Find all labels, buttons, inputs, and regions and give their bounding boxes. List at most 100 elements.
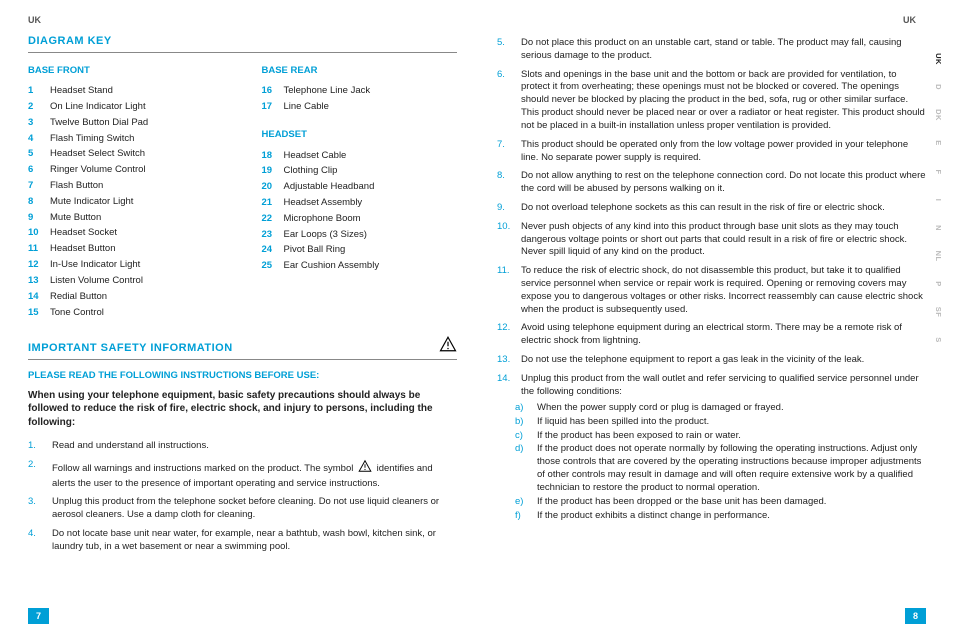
safety-subitem-letter: a) xyxy=(515,402,529,415)
safety-item: 5.Do not place this product on an unstab… xyxy=(497,34,926,66)
key-row: 18Headset Cable xyxy=(262,148,458,164)
language-tab[interactable]: UK xyxy=(933,51,943,67)
safety-item-text: To reduce the risk of electric shock, do… xyxy=(521,265,926,316)
key-row: 10Headset Socket xyxy=(28,226,224,242)
warning-icon xyxy=(439,335,457,358)
key-label: Clothing Clip xyxy=(284,165,338,178)
safety-item-text: Do not place this product on an unstable… xyxy=(521,37,926,63)
safety-intro: When using your telephone equipment, bas… xyxy=(28,389,457,430)
language-tab[interactable]: S xyxy=(933,332,943,348)
safety-subitem-letter: e) xyxy=(515,496,529,509)
key-row: 17Line Cable xyxy=(262,99,458,115)
key-label: Headset Assembly xyxy=(284,197,363,210)
safety-item-text: Do not overload telephone sockets as thi… xyxy=(521,202,926,215)
key-number: 5 xyxy=(28,148,42,161)
key-column-2: BASE REAR16Telephone Line Jack17Line Cab… xyxy=(262,63,458,321)
safety-subitem-letter: b) xyxy=(515,416,529,429)
key-label: Headset Button xyxy=(50,243,116,256)
safety-subitem-text: If the product does not operate normally… xyxy=(537,443,926,494)
safety-item-text: Unplug this product from the wall outlet… xyxy=(521,373,926,399)
safety-item: 2.Follow all warnings and instructions m… xyxy=(28,456,457,494)
language-tab[interactable]: N xyxy=(933,220,943,236)
key-row: 14Redial Button xyxy=(28,289,224,305)
safety-item-number: 10. xyxy=(497,221,513,259)
language-tab[interactable]: DK xyxy=(933,107,943,123)
key-label: Flash Timing Switch xyxy=(50,133,134,146)
key-number: 15 xyxy=(28,307,42,320)
safety-subitem: a) When the power supply cord or plug is … xyxy=(497,402,926,416)
safety-item-number: 1. xyxy=(28,440,44,453)
key-row: 22 Microphone Boom xyxy=(262,211,458,227)
key-row: 15 Tone Control xyxy=(28,305,224,321)
key-number: 21 xyxy=(262,197,276,210)
language-tab[interactable]: E xyxy=(933,135,943,151)
key-label: Mute Button xyxy=(50,212,101,225)
safety-item-text: Do not use the telephone equipment to re… xyxy=(521,354,926,367)
safety-item-text: Never push objects of any kind into this… xyxy=(521,221,926,259)
safety-item-text: Slots and openings in the base unit and … xyxy=(521,69,926,133)
key-label: Flash Button xyxy=(50,180,103,193)
safety-subitem-text: If the product exhibits a distinct chang… xyxy=(537,510,770,523)
key-number: 9 xyxy=(28,212,42,225)
language-tabs: UK D DK EFIN NL P SF S xyxy=(930,36,946,363)
safety-item: 6.Slots and openings in the base unit an… xyxy=(497,66,926,136)
key-row: 23Ear Loops (3 Sizes) xyxy=(262,227,458,243)
key-row: 5Headset Select Switch xyxy=(28,147,224,163)
key-row: 13Listen Volume Control xyxy=(28,273,224,289)
key-number: 14 xyxy=(28,291,42,304)
page-left: DIAGRAM KEY BASE FRONT1Headset Stand2On … xyxy=(28,34,461,557)
key-label: In-Use Indicator Light xyxy=(50,259,140,272)
page-right: 5.Do not place this product on an unstab… xyxy=(497,34,926,557)
key-number: 20 xyxy=(262,181,276,194)
key-number: 8 xyxy=(28,196,42,209)
key-number: 2 xyxy=(28,101,42,114)
safety-item-text: Do not locate base unit near water, for … xyxy=(52,528,457,554)
key-number: 11 xyxy=(28,243,42,256)
safety-item: 10. Never push objects of any kind into t… xyxy=(497,218,926,262)
key-row: 19Clothing Clip xyxy=(262,164,458,180)
safety-item: 4. Do not locate base unit near water, fo… xyxy=(28,525,457,557)
key-label: Ear Loops (3 Sizes) xyxy=(284,229,367,242)
safety-item-number: 2. xyxy=(28,459,44,491)
key-label: Tone Control xyxy=(50,307,104,320)
safety-subitem-letter: d) xyxy=(515,443,529,494)
safety-item: 12.Avoid using telephone equipment durin… xyxy=(497,319,926,351)
safety-item: 8.Do not allow anything to rest on the t… xyxy=(497,167,926,199)
language-tab[interactable]: D xyxy=(933,79,943,95)
language-tab[interactable]: F xyxy=(933,164,943,180)
key-number: 22 xyxy=(262,213,276,226)
safety-item-number: 14. xyxy=(497,373,513,399)
language-tab[interactable]: NL xyxy=(933,248,943,264)
safety-subtitle: PLEASE READ THE FOLLOWING INSTRUCTIONS B… xyxy=(28,370,457,383)
key-label: Ear Cushion Assembly xyxy=(284,260,380,273)
key-label: Pivot Ball Ring xyxy=(284,244,346,257)
safety-subitem: f)If the product exhibits a distinct cha… xyxy=(497,509,926,523)
key-row: 3Twelve Button Dial Pad xyxy=(28,115,224,131)
language-tab[interactable]: I xyxy=(933,192,943,208)
key-label: Ringer Volume Control xyxy=(50,164,146,177)
language-tab[interactable]: P xyxy=(933,276,943,292)
key-label: Headset Cable xyxy=(284,150,347,163)
key-label: Adjustable Headband xyxy=(284,181,375,194)
language-tab[interactable]: SF xyxy=(933,304,943,320)
safety-item-text: Avoid using telephone equipment during a… xyxy=(521,322,926,348)
page-number-right: 8 xyxy=(905,608,926,624)
safety-item: 1.Read and understand all instructions. xyxy=(28,437,457,456)
safety-subitem: d)If the product does not operate normal… xyxy=(497,443,926,495)
safety-item: 3.Unplug this product from the telephone… xyxy=(28,493,457,525)
key-row: 11 Headset Button xyxy=(28,242,224,258)
key-group-heading: HEADSET xyxy=(262,129,458,142)
key-number: 25 xyxy=(262,260,276,273)
safety-item-number: 4. xyxy=(28,528,44,554)
key-group-heading: BASE FRONT xyxy=(28,65,224,78)
key-row: 7 Flash Button xyxy=(28,179,224,195)
key-number: 13 xyxy=(28,275,42,288)
key-label: Microphone Boom xyxy=(284,213,361,226)
key-row: 2On Line Indicator Light xyxy=(28,99,224,115)
safety-item: 7.This product should be operated only f… xyxy=(497,136,926,168)
key-number: 7 xyxy=(28,180,42,193)
safety-item-number: 7. xyxy=(497,139,513,165)
safety-subitem-text: When the power supply cord or plug is da… xyxy=(537,402,784,415)
key-row: 24Pivot Ball Ring xyxy=(262,243,458,259)
safety-subitem: c)If the product has been exposed to rai… xyxy=(497,429,926,443)
